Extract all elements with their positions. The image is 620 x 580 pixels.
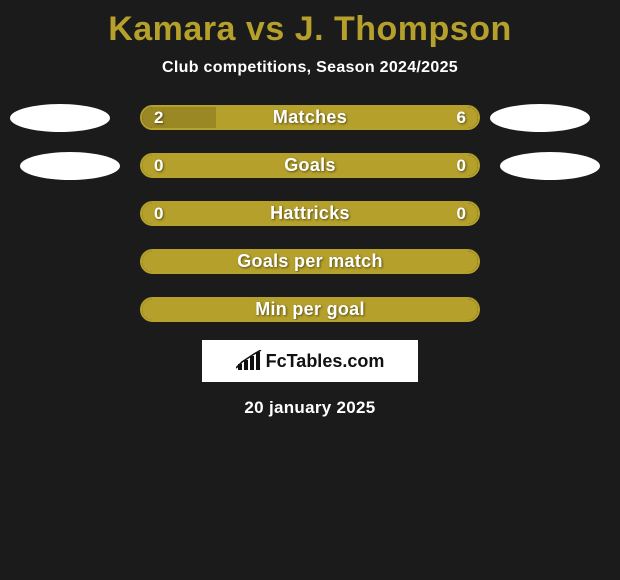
logo-text: FcTables.com	[266, 351, 385, 372]
stat-bar: Min per goal	[140, 297, 480, 322]
fctables-logo: FcTables.com	[202, 340, 418, 382]
player-a-ellipse	[20, 152, 120, 180]
stat-label: Hattricks	[142, 203, 478, 224]
comparison-title: Kamara vs J. Thompson	[0, 0, 620, 49]
stat-row: Min per goal	[0, 297, 620, 322]
stat-label: Goals	[142, 155, 478, 176]
stats-rows: 26Matches 00Goals 00Hattricks Goals per mat…	[0, 105, 620, 322]
player-b-name: J. Thompson	[295, 10, 512, 48]
stat-row: Goals per match	[0, 249, 620, 274]
stat-bar: 00Goals	[140, 153, 480, 178]
stat-bar: 26Matches	[140, 105, 480, 130]
bar-chart-icon	[236, 350, 262, 372]
player-b-ellipse	[500, 152, 600, 180]
snapshot-date: 20 january 2025	[0, 398, 620, 418]
subtitle: Club competitions, Season 2024/2025	[0, 59, 620, 77]
stat-label: Min per goal	[142, 299, 478, 320]
stat-row: 26Matches	[0, 105, 620, 130]
player-a-name: Kamara	[108, 10, 236, 48]
stat-bar: Goals per match	[140, 249, 480, 274]
stat-row: 00Goals	[0, 153, 620, 178]
vs-label: vs	[246, 10, 285, 48]
stat-row: 00Hattricks	[0, 201, 620, 226]
stat-bar: 00Hattricks	[140, 201, 480, 226]
player-b-ellipse	[490, 104, 590, 132]
stat-label: Matches	[142, 107, 478, 128]
player-a-ellipse	[10, 104, 110, 132]
stat-label: Goals per match	[142, 251, 478, 272]
